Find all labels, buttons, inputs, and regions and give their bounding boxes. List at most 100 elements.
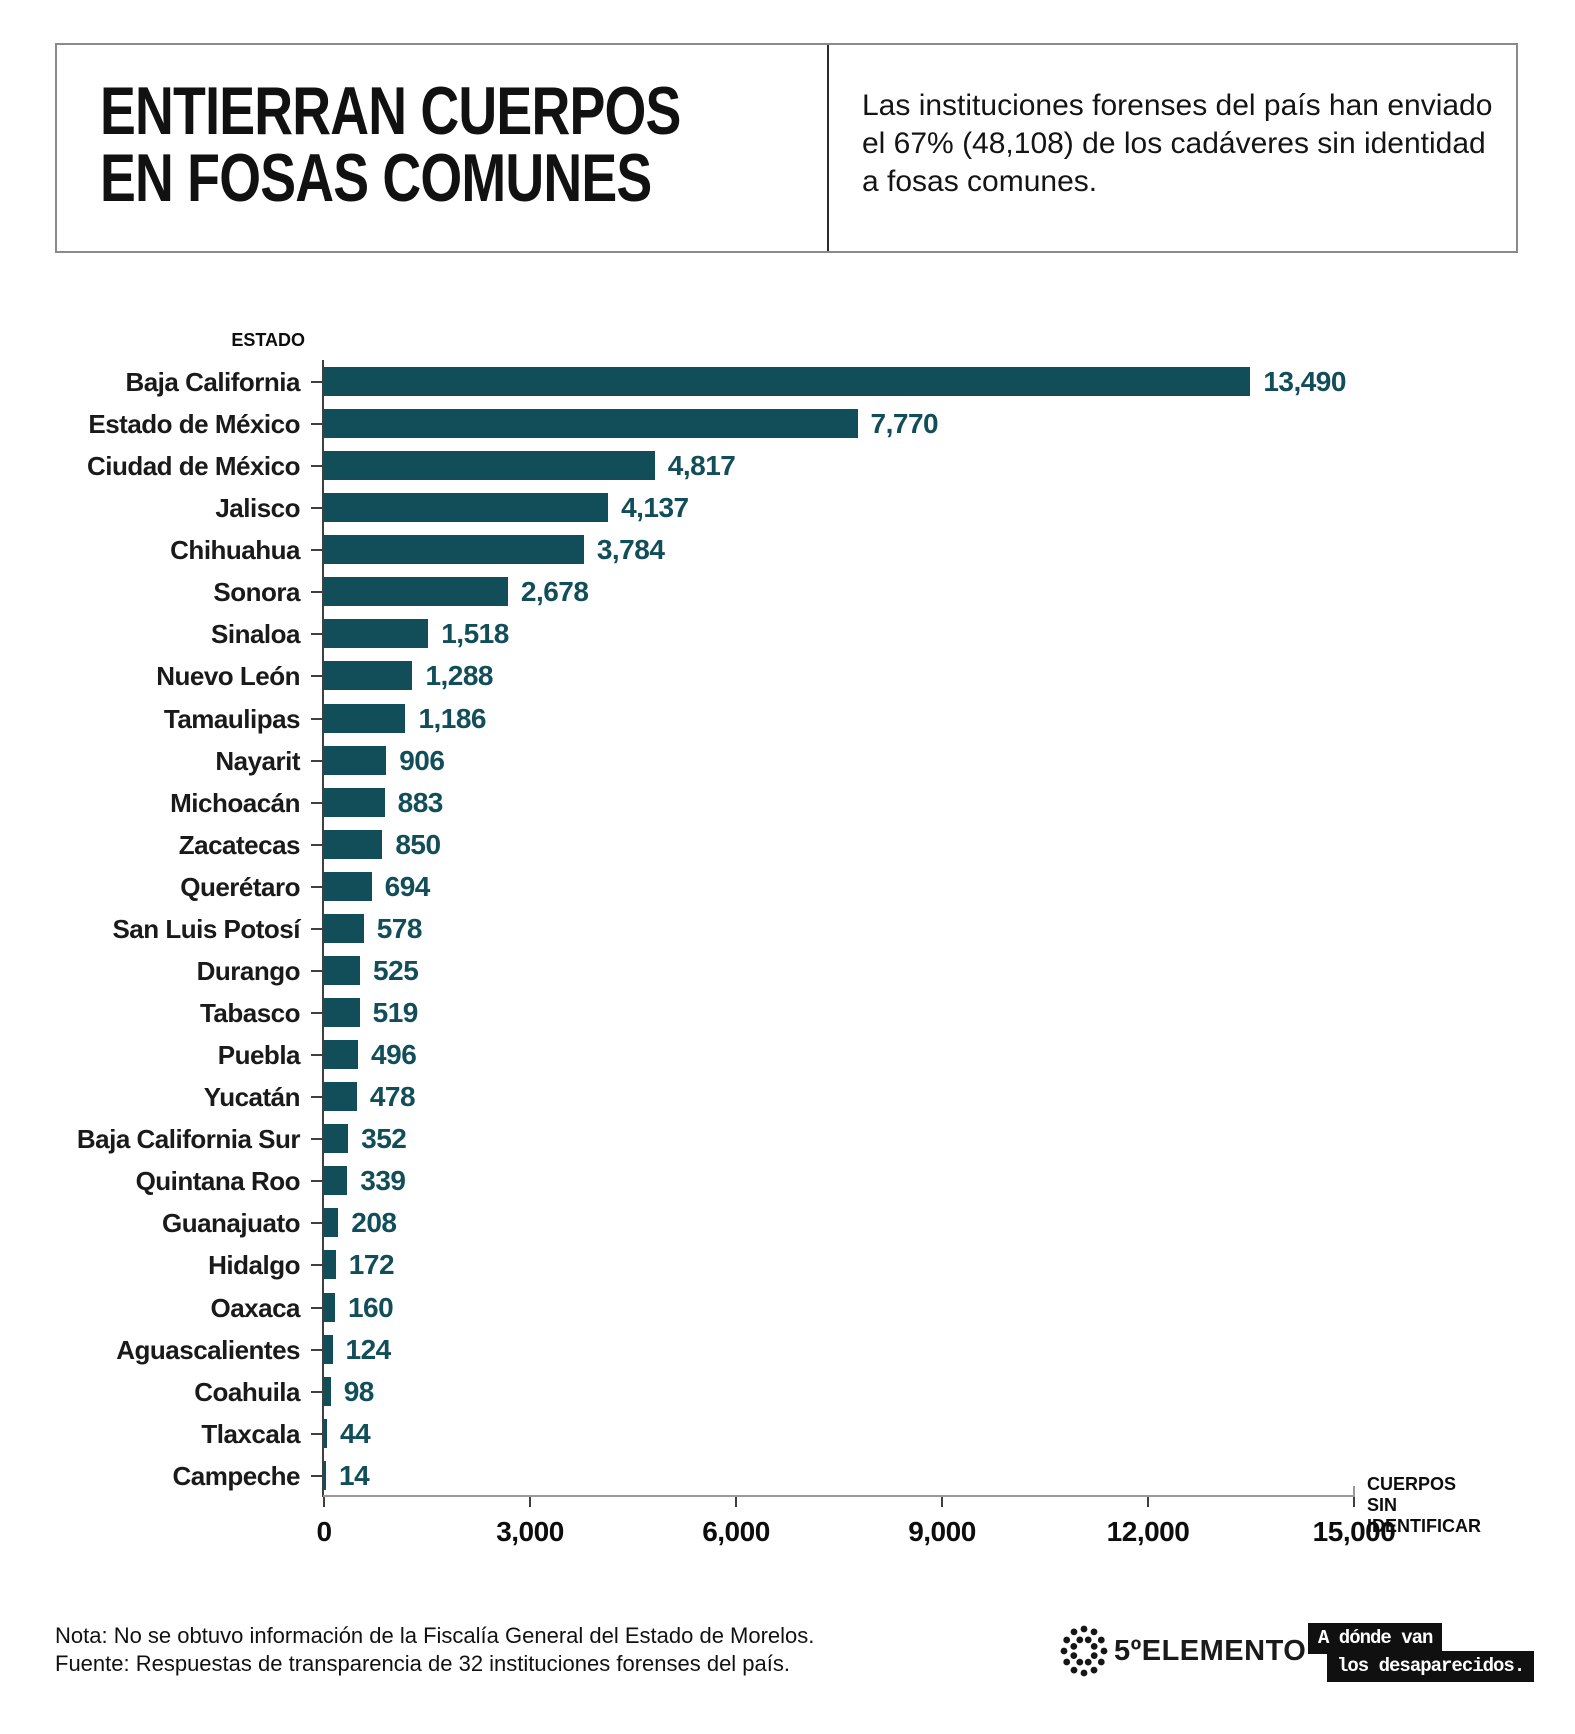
state-label: Ciudad de México	[86, 451, 301, 482]
state-label: Baja California Sur	[76, 1124, 301, 1155]
row-tick	[311, 549, 322, 552]
state-label: Guanajuato	[161, 1208, 301, 1239]
chart-row: Yucatán 478	[0, 1076, 1575, 1118]
chart-title: ENTIERRAN CUERPOS EN FOSAS COMUNES	[100, 73, 681, 212]
bar	[324, 451, 655, 481]
x-tick	[1147, 1497, 1149, 1507]
state-label: Coahuila	[194, 1376, 300, 1407]
row-tick	[311, 1432, 322, 1435]
bar-value-label: 7,770	[870, 408, 939, 440]
row-tick	[311, 423, 322, 426]
bar-value-label: 525	[373, 954, 419, 986]
row-tick	[311, 1348, 322, 1351]
row-tick	[311, 1474, 322, 1477]
x-tick	[1353, 1497, 1355, 1507]
chart-title-line1: ENTIERRAN CUERPOS	[100, 73, 681, 149]
chart-row: Zacatecas 850	[0, 824, 1575, 866]
bar-value-label: 883	[397, 786, 444, 818]
bar	[324, 1334, 333, 1364]
adondevan-logo-line1: A dónde van	[1308, 1623, 1443, 1654]
bar	[324, 1208, 339, 1238]
bar-value-label: 4,137	[621, 492, 689, 524]
row-tick	[311, 381, 322, 383]
row-tick	[311, 1306, 322, 1309]
x-tick-label: 9,000	[908, 1516, 976, 1547]
x-axis-line	[323, 1495, 1355, 1497]
bar-value-label: 352	[361, 1123, 407, 1155]
row-tick	[311, 927, 322, 930]
chart-row: Tamaulipas 1,186	[0, 698, 1575, 740]
chart-row: Coahuila 98	[0, 1371, 1575, 1413]
chart-row: Tlaxcala 44	[0, 1413, 1575, 1455]
bar	[324, 787, 385, 817]
bar	[324, 1376, 331, 1406]
chart-row: Baja California Sur 352	[0, 1118, 1575, 1160]
bar	[324, 703, 406, 733]
bar-value-label: 519	[372, 997, 419, 1029]
state-label: Tlaxcala	[201, 1418, 300, 1449]
chart-row: Quintana Roo 339	[0, 1160, 1575, 1202]
bar	[324, 913, 364, 943]
state-label: Campeche	[172, 1460, 301, 1491]
bar	[324, 1124, 349, 1154]
x-tick	[941, 1497, 943, 1507]
bar	[324, 577, 508, 607]
row-tick	[311, 969, 322, 972]
row-tick	[311, 591, 322, 594]
row-tick	[311, 1180, 322, 1183]
chart-row: Tabasco 519	[0, 992, 1575, 1034]
bar	[324, 661, 413, 691]
row-tick	[311, 633, 322, 636]
state-label: San Luis Potosí	[112, 913, 300, 944]
x-tick-label: 12,000	[1106, 1516, 1190, 1547]
chart-row: Sinaloa 1,518	[0, 613, 1575, 655]
bar	[324, 1292, 335, 1322]
bar-value-label: 3,784	[596, 534, 665, 566]
chart-subtitle: Las instituciones forenses del país han …	[862, 89, 1493, 198]
chart-row: Nuevo León 1,288	[0, 655, 1575, 697]
row-tick	[311, 1390, 322, 1393]
state-label: Tamaulipas	[163, 703, 301, 734]
bar	[324, 409, 858, 439]
bar-value-label: 13,490	[1263, 366, 1346, 397]
bar	[324, 1418, 328, 1448]
bar	[324, 493, 609, 523]
bar-value-label: 44	[340, 1417, 371, 1449]
header-divider	[827, 45, 829, 251]
chart-row: Guanajuato 208	[0, 1202, 1575, 1244]
row-tick	[311, 801, 322, 804]
bar	[324, 1040, 359, 1070]
source-note: Fuente: Respuestas de transparencia de 3…	[55, 1651, 791, 1676]
bar	[324, 1250, 336, 1280]
bar-value-label: 478	[369, 1081, 416, 1113]
row-tick	[311, 1054, 322, 1057]
bar-value-label: 172	[348, 1249, 395, 1281]
bar	[324, 1166, 348, 1196]
state-label: Aguascalientes	[116, 1334, 300, 1365]
bar	[324, 955, 361, 985]
bar-value-label: 98	[343, 1375, 375, 1407]
row-tick	[311, 507, 322, 510]
bar-value-label: 1,288	[425, 660, 494, 692]
row-tick	[311, 1222, 322, 1225]
bar	[324, 829, 383, 859]
chart-row: Jalisco 4,137	[0, 487, 1575, 529]
bar	[324, 535, 584, 565]
chart-row: Oaxaca 160	[0, 1287, 1575, 1329]
header-box: ENTIERRAN CUERPOS EN FOSAS COMUNES Las i…	[55, 43, 1518, 253]
state-label: Oaxaca	[210, 1292, 300, 1323]
bar	[324, 1460, 326, 1490]
chart-row: Baja California 13,490	[0, 361, 1575, 403]
chart-row: Querétaro 694	[0, 866, 1575, 908]
row-tick	[311, 1012, 322, 1015]
row-tick	[311, 1138, 322, 1141]
state-label: Yucatán	[203, 1082, 301, 1113]
bar	[324, 1082, 357, 1112]
bar-value-label: 1,186	[418, 702, 487, 734]
state-label: Michoacán	[170, 787, 300, 818]
state-label: Chihuahua	[170, 535, 300, 566]
chart-row: Hidalgo 172	[0, 1244, 1575, 1286]
x-tick-label: 0	[316, 1516, 332, 1547]
state-label: Durango	[196, 955, 301, 986]
chart-row: Durango 525	[0, 950, 1575, 992]
